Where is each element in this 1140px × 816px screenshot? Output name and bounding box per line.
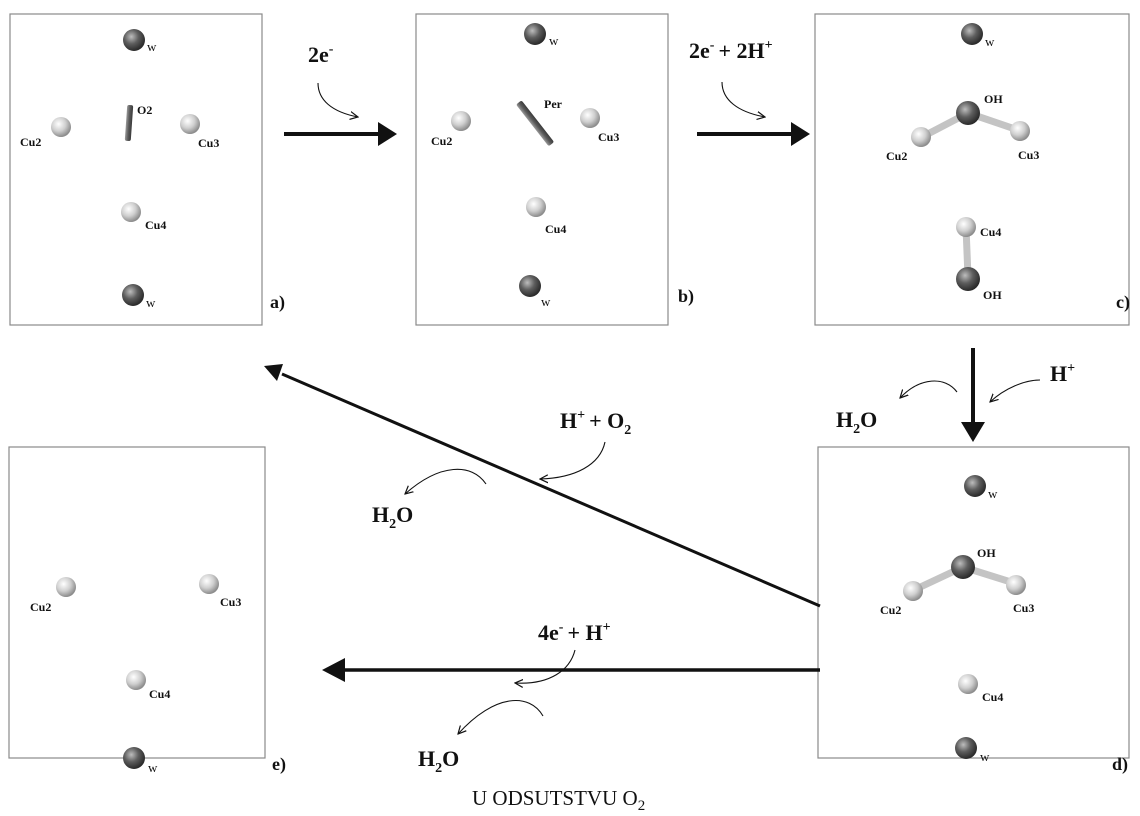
cu3-atom [1010,121,1030,141]
cu2-label: Cu2 [880,603,901,617]
water-label: w [146,295,156,310]
reaction-d-to-e: 4e- + H+ H2O [322,620,820,776]
cu4-label: Cu4 [149,687,170,701]
panel-e: Cu2 Cu3 Cu4 w e) [8,446,286,775]
cu3-label: Cu3 [220,595,241,609]
cu3-atom [180,114,200,134]
panel-d: w OH Cu2 Cu3 Cu4 w d) [817,446,1130,775]
curved-arrow [317,82,358,117]
arrow-head [264,364,283,381]
hydroxide-label: OH [977,546,996,560]
panel-c: w OH Cu2 Cu3 Cu4 OH c) [814,13,1130,326]
curved-arrow [405,468,487,494]
cu2-label: Cu2 [886,149,907,163]
water-label: w [549,33,559,48]
cu4-label: Cu4 [545,222,566,236]
panel-b-frame [415,13,669,326]
water-atom [955,737,977,759]
arrow-head [322,658,345,682]
cu3-label: Cu3 [598,130,619,144]
reagent-label: 2e- [308,42,334,67]
cu4-atom [526,197,546,217]
curved-arrow [540,441,606,479]
panel-b-letter: b) [678,286,694,307]
cu4-label: Cu4 [982,690,1003,704]
water-atom [524,23,546,45]
panel-a: w O2 Cu2 Cu3 Cu4 w a) [9,13,285,326]
oxygen-atom [956,101,980,125]
cu4-atom [958,674,978,694]
cu4-label: Cu4 [145,218,166,232]
panel-e-letter: e) [272,754,286,775]
panel-b: w Per Cu2 Cu3 Cu4 w b) [415,13,694,326]
reagent-label: H+ [1050,361,1075,386]
cu3-label: Cu3 [1018,148,1039,162]
panel-a-frame [9,13,263,326]
cu4-atom [126,670,146,690]
cu4-atom [121,202,141,222]
cu2-atom [51,117,71,137]
oxygen-atom [956,267,980,291]
water-label: w [985,34,995,49]
cu2-label: Cu2 [20,135,41,149]
water-atom [961,23,983,45]
cu2-label: Cu2 [30,600,51,614]
water-label: w [148,760,158,775]
reagent-label: 2e- + 2H+ [689,38,773,63]
cu3-atom [199,574,219,594]
water-atom [123,747,145,769]
o2-molecule [124,104,134,142]
cu4-atom [956,217,976,237]
product-label: H2O [836,407,877,437]
cu2-atom [903,581,923,601]
arrow-head [791,122,810,146]
reagent-label: 4e- + H+ [538,620,611,645]
cu2-label: Cu2 [431,134,452,148]
reaction-b-to-c: 2e- + 2H+ [689,38,810,146]
panel-c-letter: c) [1116,292,1130,313]
oxygen-atom [951,555,975,579]
panel-d-frame [817,446,1130,759]
cu4-label: Cu4 [980,225,1001,239]
water-label: w [988,486,998,501]
curved-arrow [900,380,958,398]
reagent-label: H+ + O2 [560,408,631,438]
panel-a-letter: a) [270,292,285,313]
reaction-c-to-d: H+ H2O [836,348,1075,442]
peroxide-molecule [516,101,554,146]
cu3-atom [1006,575,1026,595]
water-label: w [980,749,990,764]
water-label: w [541,294,551,309]
cu3-label: Cu3 [1013,601,1034,615]
reaction-d-to-a: H+ + O2 H2O [264,364,821,608]
panel-d-letter: d) [1112,754,1128,775]
curved-arrow [990,379,1041,402]
o2-label: O2 [137,103,152,117]
water-atom [964,475,986,497]
reaction-arrow [281,372,821,608]
water-atom [122,284,144,306]
curved-arrow [458,700,544,734]
hydroxide-label: OH [983,288,1002,302]
peroxide-label: Per [544,97,563,111]
curved-arrow [515,649,576,683]
cu2-atom [451,111,471,131]
product-label: H2O [418,746,459,776]
cu3-atom [580,108,600,128]
reaction-a-to-b: 2e- [284,42,397,146]
water-label: w [147,39,157,54]
cu3-label: Cu3 [198,136,219,150]
hydroxide-label: OH [984,92,1003,106]
water-atom [519,275,541,297]
product-label: H2O [372,502,413,532]
curved-arrow [721,81,765,117]
cu2-atom [911,127,931,147]
arrow-head [961,422,985,442]
cu2-atom [56,577,76,597]
panel-e-frame [8,446,266,759]
water-atom [123,29,145,51]
figure-caption: U ODSUTSTVU O2 [472,786,645,814]
arrow-head [378,122,397,146]
